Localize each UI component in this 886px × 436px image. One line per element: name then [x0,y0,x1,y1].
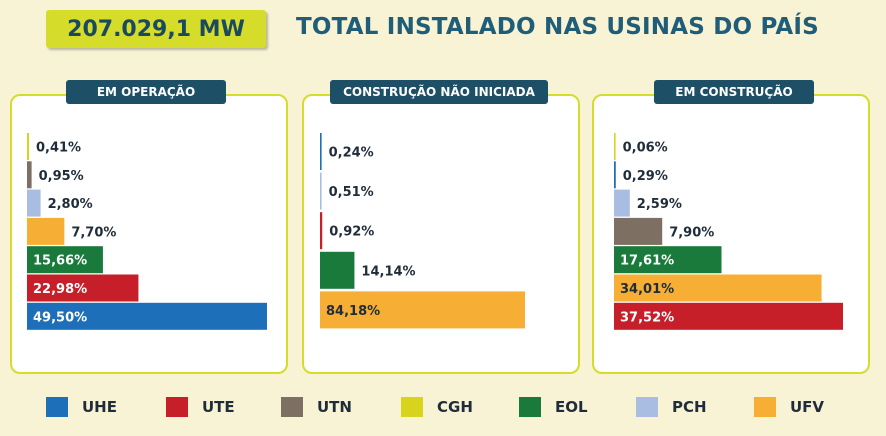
bar-2-utn [614,217,663,245]
chart-title-construcao-nao-iniciada: CONSTRUÇÃO NÃO INICIADA [330,80,548,104]
bar-2-uhe [614,161,616,189]
legend-item-uhe: UHE [46,396,117,418]
bar-label-1-ufv: 84,18% [326,304,380,319]
bar-label-0-utn: 0,95% [39,169,84,184]
bar-label-0-pch: 2,80% [48,197,93,212]
bar-label-2-uhe: 0,29% [623,169,668,184]
bar-label-0-cgh: 0,41% [36,141,81,156]
bar-label-1-ute: 0,92% [329,225,374,240]
legend-swatch-ufv [754,397,776,417]
bar-label-2-eol: 17,61% [620,254,674,269]
bar-label-2-pch: 2,59% [637,197,682,212]
bar-label-1-eol: 14,14% [361,264,415,279]
bar-label-2-cgh: 0,06% [623,141,668,156]
bar-0-pch [27,189,41,217]
bar-label-2-utn: 7,90% [669,225,714,240]
legend-item-cgh: CGH [401,396,473,418]
bar-1-pch [320,172,322,210]
chart-title-em-construcao: EM CONSTRUÇÃO [654,80,814,104]
bar-1-ute [320,212,323,250]
legend-label-utn: UTN [317,398,352,416]
bar-0-ute [27,274,139,302]
bar-0-eol [27,246,103,274]
legend-label-eol: EOL [555,398,588,416]
bar-2-ute [614,302,843,330]
bar-label-2-ute: 37,52% [620,310,674,325]
bar-0-utn [27,161,32,189]
legend-swatch-cgh [401,397,423,417]
legend-swatch-pch [636,397,658,417]
bar-label-2-ufv: 34,01% [620,282,674,297]
total-installed-badge: 207.029,1 MW [46,10,266,48]
bar-2-pch [614,189,630,217]
bar-2-eol [614,246,722,274]
bar-1-uhe [320,133,322,170]
bar-0-ufv [27,217,65,245]
chart-title-em-operacao: EM OPERAÇÃO [66,80,226,104]
bar-2-cgh [614,133,616,160]
bar-1-eol [320,251,355,289]
legend-item-eol: EOL [519,396,588,418]
legend-item-ufv: UFV [754,396,824,418]
bar-2-ufv [614,274,822,302]
bar-label-0-ute: 22,98% [33,282,87,297]
legend-label-ufv: UFV [790,398,825,416]
legend-swatch-eol [519,397,541,417]
legend-label-uhe: UHE [82,398,117,416]
legend-swatch-ute [166,397,188,417]
bar-1-ufv [320,291,525,329]
legend-swatch-uhe [46,397,68,417]
legend-label-pch: PCH [672,398,707,416]
legend-item-ute: UTE [166,396,235,418]
bar-label-0-uhe: 49,50% [33,310,87,325]
legend-label-ute: UTE [202,398,235,416]
bar-0-cgh [27,133,29,160]
legend-label-cgh: CGH [437,398,473,416]
bar-label-1-pch: 0,51% [329,185,374,200]
legend-item-pch: PCH [636,396,707,418]
bar-label-0-ufv: 7,70% [71,225,116,240]
bar-label-1-uhe: 0,24% [329,146,374,161]
legend-swatch-utn [281,397,303,417]
legend-item-utn: UTN [281,396,352,418]
page-title: TOTAL INSTALADO NAS USINAS DO PAÍS [296,14,819,40]
bar-label-0-eol: 15,66% [33,254,87,269]
bar-0-uhe [27,302,267,330]
